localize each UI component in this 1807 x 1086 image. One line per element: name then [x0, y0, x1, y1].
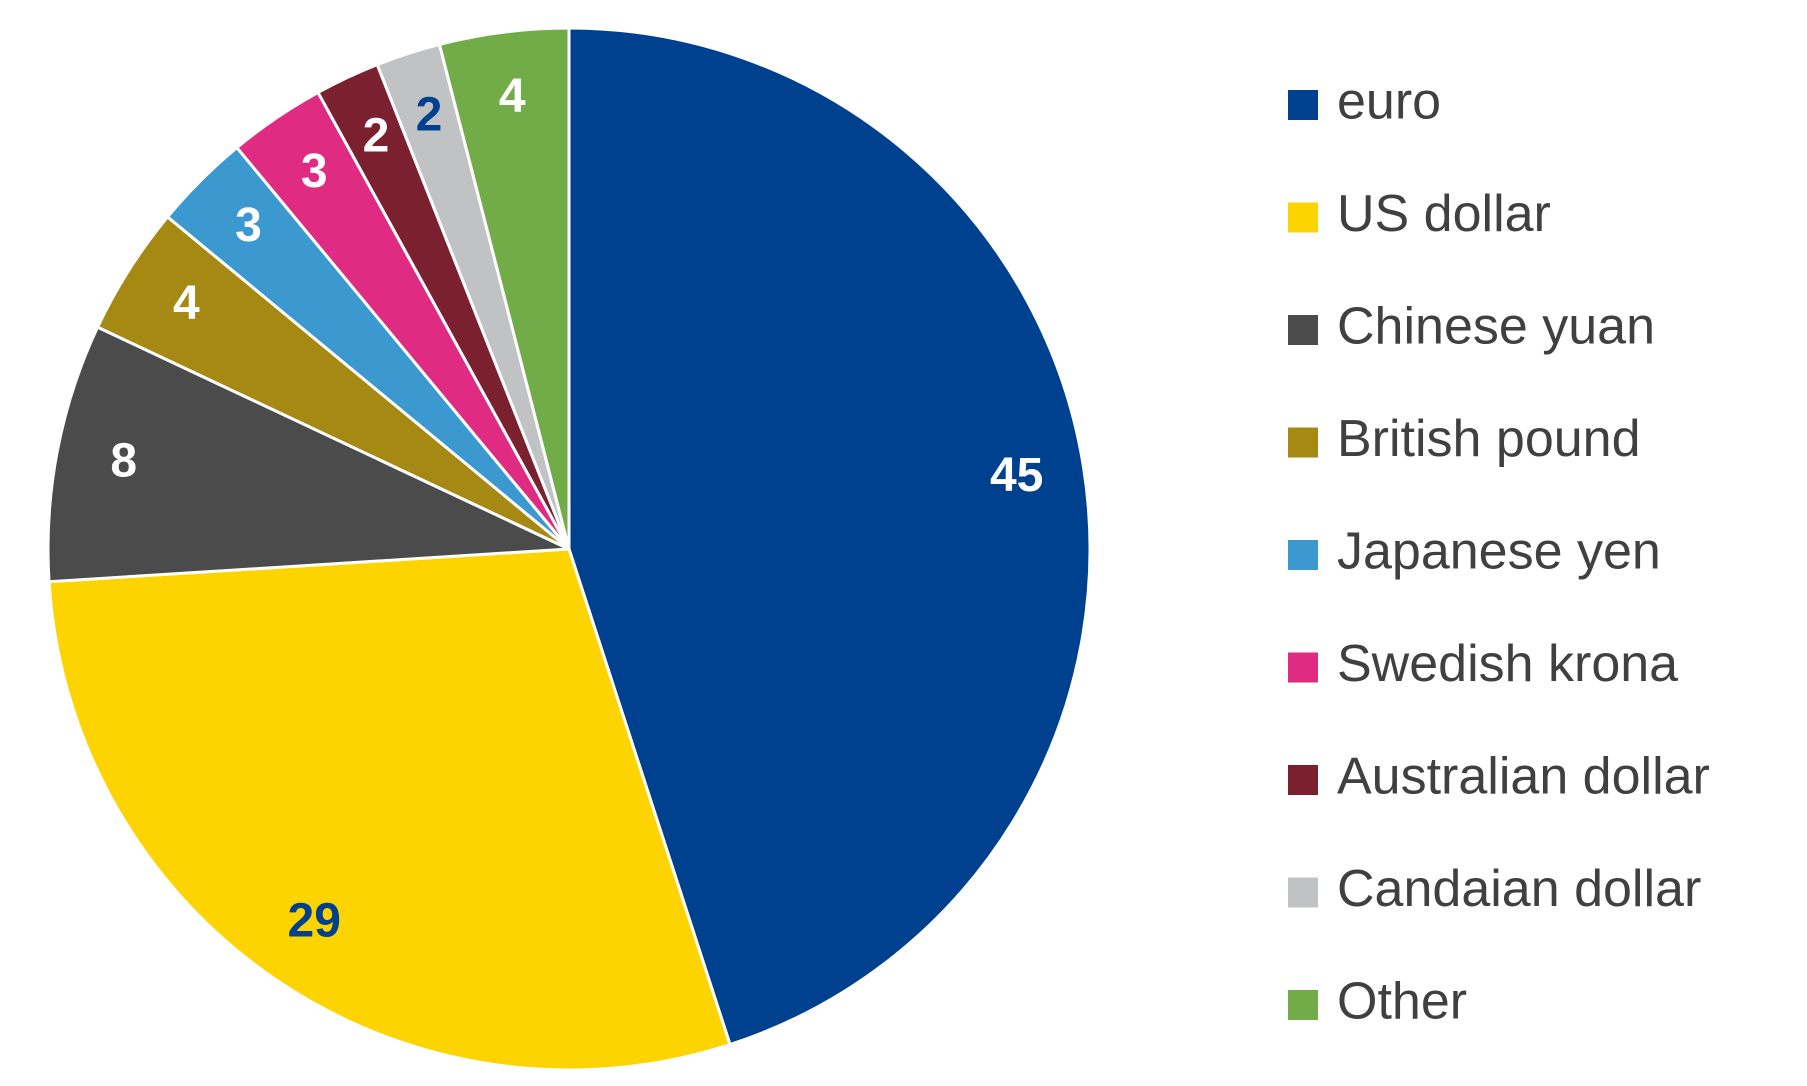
legend-label: Japanese yen [1337, 523, 1661, 581]
data-label: 2 [363, 110, 390, 163]
data-label: 4 [173, 277, 200, 330]
legend-label: Other [1337, 973, 1467, 1031]
data-label: 2 [416, 89, 443, 142]
legend-label: US dollar [1337, 185, 1551, 243]
legend-label: Chinese yuan [1337, 298, 1655, 356]
pie-slice [567, 26, 1092, 1047]
data-label: 3 [235, 199, 262, 252]
legend-swatch [1288, 315, 1318, 345]
data-label: 45 [990, 449, 1043, 502]
pie-slice [47, 547, 732, 1072]
legend-swatch [1288, 202, 1318, 233]
legend-label: euro [1337, 73, 1441, 131]
data-label: 4 [499, 70, 526, 123]
data-label: 8 [110, 435, 137, 488]
legend-swatch [1288, 765, 1318, 795]
legend-label: Swedish krona [1337, 635, 1678, 693]
legend-swatch [1288, 90, 1318, 120]
legend-label: British pound [1337, 410, 1641, 468]
pie-slice [437, 26, 571, 550]
legend-swatch [1288, 652, 1318, 683]
pie-slice [46, 325, 570, 584]
legend-label: Australian dollar [1337, 748, 1710, 806]
legend-swatch [1288, 427, 1318, 458]
legend-label: Candaian dollar [1337, 860, 1701, 918]
legend-swatch [1288, 540, 1318, 570]
data-label: 3 [301, 145, 328, 198]
legend-swatch [1288, 877, 1318, 908]
legend-swatch [1288, 990, 1318, 1020]
data-label: 29 [288, 895, 341, 948]
